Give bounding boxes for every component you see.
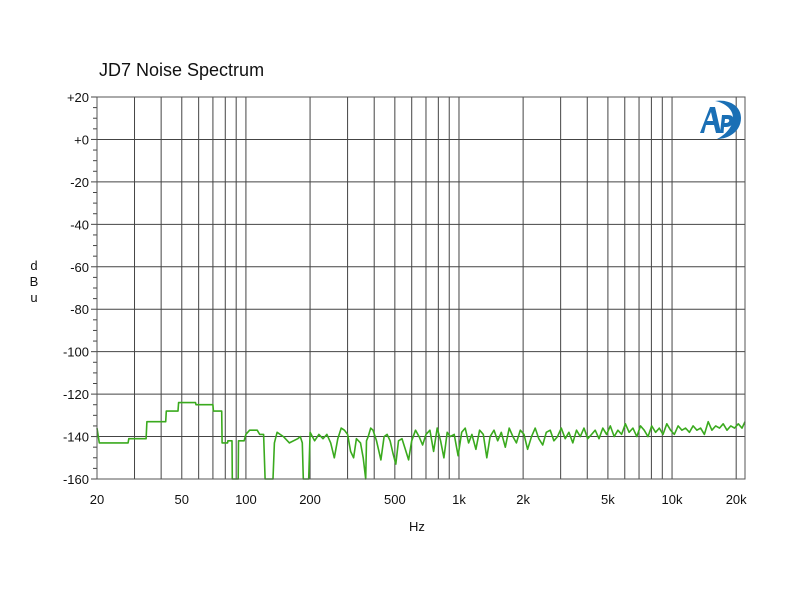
x-tick-label: 10k: [662, 492, 683, 507]
y-tick-label: +0: [74, 132, 89, 147]
y-axis-label-char: u: [30, 290, 38, 305]
y-tick-label: -120: [63, 387, 89, 402]
x-tick-label: 20: [90, 492, 104, 507]
x-tick-label: 50: [175, 492, 189, 507]
x-axis-label: Hz: [409, 519, 425, 534]
y-axis-label-char: B: [29, 274, 39, 289]
x-tick-label: 200: [299, 492, 321, 507]
grid: [97, 97, 745, 479]
y-tick-label: -40: [70, 217, 89, 232]
noise-spectrum-line: [96, 401, 746, 480]
x-tick-label: 100: [235, 492, 257, 507]
x-tick-label: 5k: [601, 492, 615, 507]
y-axis-label-char: d: [30, 258, 38, 273]
y-tick-label: +20: [67, 90, 89, 105]
y-tick-label: -60: [70, 260, 89, 275]
y-axis-label: d B u: [28, 258, 40, 306]
y-tick-label: -160: [63, 472, 89, 487]
ap-logo-icon: [700, 100, 741, 139]
series-layer: [96, 401, 746, 480]
chart-title: JD7 Noise Spectrum: [99, 60, 265, 80]
x-tick-label: 1k: [452, 492, 466, 507]
y-tick-label: -100: [63, 345, 89, 360]
y-tick-label: -20: [70, 175, 89, 190]
y-tick-label: -140: [63, 430, 89, 445]
x-tick-label: 2k: [516, 492, 530, 507]
x-tick-label: 20k: [726, 492, 747, 507]
x-tick-label: 500: [384, 492, 406, 507]
plot-frame: [96, 96, 746, 480]
y-tick-label: -80: [70, 302, 89, 317]
